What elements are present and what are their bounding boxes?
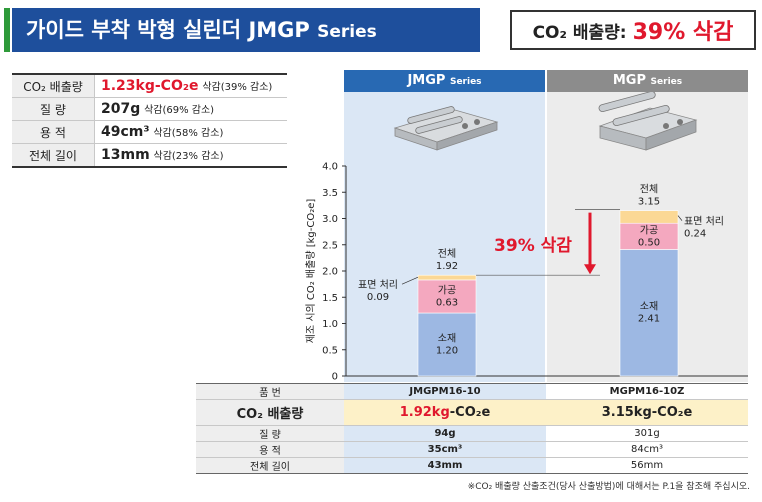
summary-note: 삭감(58% 감소) [153,128,224,139]
comparison-table: 품 번 JMGPM16-10 MGPM16-10Z CO₂ 배출량 1.92kg… [196,383,748,474]
co2-stacked-bar-chart: 0 0.5 1.0 1.5 2.0 2.5 3.0 3.5 4.0 제조 시의 CO₂ 배출량 [… [305,162,748,383]
segment-name-label: 소재 [438,333,456,345]
summary-note: 삭감(39% 감소) [202,82,273,93]
row-label: 품 번 [196,383,344,400]
row-label: 용 적 [196,441,344,458]
summary-note: 삭감(23% 감소) [153,151,224,162]
segment-name-label: 소재 [640,301,658,313]
summary-row: 질 량 207g 삭감(69% 감소) [12,97,287,121]
mgp-product-image [598,92,698,151]
mgp-cell: 3.15kg-CO₂e [546,399,748,426]
jmgp-product-image [393,106,499,151]
segment-value-label: 1.20 [436,346,458,357]
surface-leader-line [677,215,683,221]
reduction-arrow-head [584,264,596,275]
mgp-column-header: MGP Series [547,70,748,92]
y-tick-label: 1.5 [322,293,338,304]
jmgp-cell: 94g [344,425,546,442]
bar-segment-material [619,249,679,377]
bar-segment-surface [619,210,679,224]
reduction-annotation: 39% 삭감 [494,236,572,256]
co2-reduction-badge: CO₂ 배출량: 39% 삭감 [510,10,756,50]
summary-row: 용 적 49cm³ 삭감(58% 감소) [12,120,287,144]
total-value-label: 3.15 [638,197,660,208]
table-row: 품 번 JMGPM16-10 MGPM16-10Z [196,383,748,400]
summary-value: 207g [101,101,141,117]
y-tick-label: 0.5 [322,345,338,356]
jmgp-column-header: JMGP Series [344,70,545,92]
page-title: 가이드 부착 박형 실린더 JMGP Series [12,8,480,52]
summary-value: 13mm [101,147,150,163]
summary-value: 49cm³ [101,124,150,140]
bar-segment-processing [619,222,679,250]
jmgp-header-name: JMGP [407,73,446,88]
header-accent-bar [4,8,10,52]
summary-note: 삭감(69% 감소) [144,105,215,116]
jmgp-cell: 43mm [344,457,546,474]
segment-value-label: 0.50 [638,237,660,248]
mgp-header-series: Series [650,77,683,87]
mgp-cell: MGPM16-10Z [546,383,748,400]
summary-row: 전체 길이 13mm 삭감(23% 감소) [12,143,287,168]
jmgp-cell: JMGPM16-10 [344,383,546,400]
y-axis-title: 제조 시의 CO₂ 배출량 [kg-CO₂e] [305,199,317,344]
summary-label: 질 량 [12,97,95,121]
jmgp-co2-cell: 1.92kg-CO₂e [344,399,546,426]
summary-table: CO₂ 배출량 1.23kg-CO₂e 삭감(39% 감소) 질 량 207g … [12,73,287,168]
segment-value-label: 2.41 [638,314,660,325]
row-label: 전체 길이 [196,457,344,474]
y-tick-label: 1.0 [322,319,338,330]
y-tick-label: 2.0 [322,267,338,278]
total-value-label: 1.92 [436,261,458,272]
row-label: 질 량 [196,425,344,442]
total-name-label: 전체 [438,248,456,260]
summary-label: 전체 길이 [12,143,95,168]
mgp-cell: 56mm [546,457,748,474]
surface-leader-line [401,276,419,285]
jmgp-cell: 35cm³ [344,441,546,458]
jmgp-header-series: Series [449,77,482,87]
summary-value: 1.23kg-CO₂e [101,78,199,94]
table-row: CO₂ 배출량 1.92kg-CO₂e 3.15kg-CO₂e [196,399,748,426]
summary-value-cell: 1.23kg-CO₂e 삭감(39% 감소) [94,73,287,98]
summary-value-cell: 49cm³ 삭감(58% 감소) [94,120,287,144]
segment-name-label: 가공 [640,224,658,236]
jmgp-co2-unit: -CO₂e [449,405,491,420]
bar-segment-processing [417,279,477,314]
summary-label: 용 적 [12,120,95,144]
y-tick-label: 2.5 [322,240,338,251]
mgp-cell: 84cm³ [546,441,748,458]
surface-name-label: 표면 처리 [358,279,398,291]
jmgp-co2-value: 1.92kg [399,405,450,420]
bar-segment-surface [417,274,477,281]
summary-row: CO₂ 배출량 1.23kg-CO₂e 삭감(39% 감소) [12,73,287,98]
table-row: 질 량 94g 301g [196,425,748,442]
row-label: CO₂ 배출량 [196,399,344,426]
summary-value-cell: 13mm 삭감(23% 감소) [94,143,287,168]
segment-value-label: 0.63 [436,297,458,308]
summary-value-cell: 207g 삭감(69% 감소) [94,97,287,121]
co2-badge-label: CO₂ 배출량: [532,22,627,43]
table-row: 용 적 35cm³ 84cm³ [196,441,748,458]
y-tick-label: 3.0 [322,214,338,225]
y-tick-label: 3.5 [322,188,338,199]
page-title-text: 가이드 부착 박형 실린더 JMGP [26,18,310,42]
surface-value-label: 0.24 [684,229,706,240]
bar-segment-material [417,312,477,377]
summary-label: CO₂ 배출량 [12,73,95,98]
mgp-header-name: MGP [612,73,647,88]
y-tick-label: 0 [332,372,338,383]
footnote: ※CO₂ 배출량 산출조건(당사 산출방법)에 대해서는 P.1을 참조해 주십… [467,482,750,492]
co2-badge-value: 39% 삭감 [632,20,734,45]
table-row: 전체 길이 43mm 56mm [196,457,748,474]
mgp-cell: 301g [546,425,748,442]
page-title-series: Series [317,22,377,42]
y-tick-label: 4.0 [322,162,338,173]
segment-name-label: 가공 [438,284,456,296]
surface-name-label: 표면 처리 [684,216,724,228]
total-name-label: 전체 [640,184,658,196]
surface-value-label: 0.09 [367,292,389,303]
